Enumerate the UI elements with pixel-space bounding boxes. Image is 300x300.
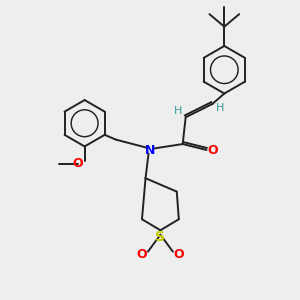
Text: S: S [155,230,165,244]
Text: N: N [145,143,155,157]
Text: H: H [216,103,224,113]
Text: O: O [73,157,83,170]
Text: O: O [173,248,184,260]
Text: O: O [137,248,147,260]
Text: O: O [208,143,218,157]
Text: H: H [174,106,182,116]
